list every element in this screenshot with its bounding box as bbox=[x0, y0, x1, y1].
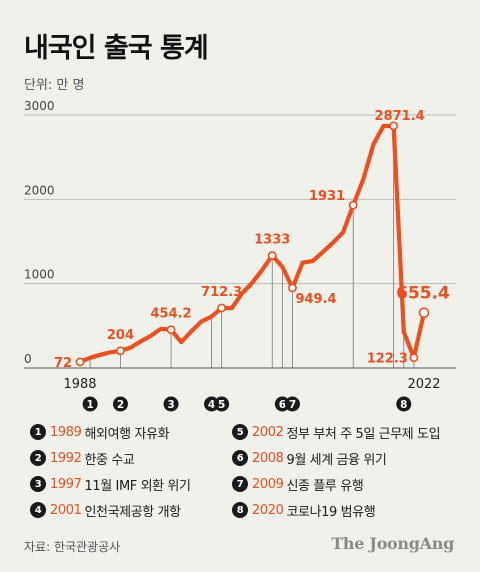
legend-badge: 6 bbox=[232, 450, 248, 466]
data-point-marker bbox=[409, 353, 419, 363]
legend-item-4: 4 2001 인천국제공항 개항 bbox=[30, 500, 181, 520]
x-tick-label: 2022 bbox=[407, 377, 440, 392]
y-tick-label: 0 bbox=[24, 352, 32, 366]
legend-badge: 7 bbox=[232, 476, 248, 492]
legend-text: 코로나19 범유행 bbox=[286, 504, 376, 520]
event-badge-number: 4 bbox=[208, 399, 215, 411]
y-tick-label: 1000 bbox=[24, 268, 55, 282]
legend-year: 1997 bbox=[50, 476, 82, 492]
legend-item-6: 6 2008 9월 세계 금융 위기 bbox=[232, 448, 387, 468]
brand-logo: The JoongAng bbox=[331, 534, 454, 553]
legend-text: 한중 수교 bbox=[84, 452, 135, 468]
data-value-label: 655.4 bbox=[396, 284, 450, 304]
legend-year: 2008 bbox=[252, 450, 284, 466]
y-tick-label: 2000 bbox=[24, 183, 55, 197]
event-badge-number: 1 bbox=[86, 399, 93, 411]
data-point-marker bbox=[288, 283, 297, 293]
legend-text: 해외여행 자유화 bbox=[84, 426, 170, 442]
data-point-marker bbox=[418, 307, 430, 319]
data-value-label: 454.2 bbox=[150, 307, 191, 322]
legend-text: 9월 세계 금융 위기 bbox=[286, 452, 387, 468]
data-value-label: 204 bbox=[107, 328, 134, 343]
legend-item-7: 7 2009 신종 플루 유행 bbox=[232, 474, 364, 494]
event-badge-number: 3 bbox=[167, 399, 174, 411]
event-badge bbox=[284, 396, 300, 412]
event-badge-number: 7 bbox=[289, 399, 296, 411]
event-badge bbox=[396, 396, 412, 412]
data-point-marker bbox=[75, 357, 85, 367]
data-point-marker bbox=[116, 346, 125, 356]
data-value-label: 1333 bbox=[254, 233, 290, 248]
legend-text: 11월 IMF 외환 위기 bbox=[84, 478, 191, 494]
legend-item-3: 3 1997 11월 IMF 외환 위기 bbox=[30, 474, 191, 494]
legend-item-1: 1 1989 해외여행 자유화 bbox=[30, 422, 170, 442]
legend-year: 2009 bbox=[252, 476, 284, 492]
legend-badge: 4 bbox=[30, 502, 46, 518]
legend-badge: 3 bbox=[30, 476, 46, 492]
legend-item-5: 5 2002 정부 부처 주 5일 근무제 도입 bbox=[232, 422, 441, 442]
series-line bbox=[77, 123, 427, 364]
data-point-marker bbox=[389, 121, 399, 131]
legend-text: 정부 부처 주 5일 근무제 도입 bbox=[286, 426, 441, 442]
legend-year: 2002 bbox=[252, 424, 284, 440]
event-badge bbox=[163, 396, 179, 412]
event-legend: 1 1989 해외여행 자유화 2 1992 한중 수교 3 1997 11월 … bbox=[0, 422, 480, 532]
event-badge bbox=[112, 396, 128, 412]
legend-year: 1989 bbox=[50, 424, 82, 440]
legend-badge: 5 bbox=[232, 424, 248, 440]
legend-item-8: 8 2020 코로나19 범유행 bbox=[232, 500, 376, 520]
event-badge-number: 2 bbox=[117, 399, 124, 411]
data-value-label: 949.4 bbox=[295, 292, 336, 307]
source-note: 자료: 한국관광공사 bbox=[24, 540, 121, 554]
event-badge-number: 5 bbox=[218, 399, 225, 411]
data-value-label: 122.3 bbox=[367, 352, 408, 367]
data-point-marker bbox=[348, 200, 358, 210]
data-value-label: 72 bbox=[54, 356, 72, 371]
legend-badge: 1 bbox=[30, 424, 46, 440]
event-badge bbox=[82, 396, 98, 412]
data-value-label: 712.3 bbox=[201, 285, 242, 300]
x-tick-label: 1988 bbox=[63, 377, 96, 392]
event-badge-number: 6 bbox=[279, 399, 286, 411]
chart-title: 내국인 출국 통계 bbox=[24, 33, 209, 64]
data-point-marker bbox=[267, 251, 277, 260]
unit-label: 단위: 만 명 bbox=[24, 78, 85, 93]
event-badge bbox=[214, 396, 230, 412]
data-point-marker bbox=[217, 303, 227, 313]
event-badge-number: 8 bbox=[400, 399, 407, 411]
legend-year: 2001 bbox=[50, 502, 82, 518]
legend-year: 2020 bbox=[252, 502, 284, 518]
legend-item-2: 2 1992 한중 수교 bbox=[30, 448, 135, 468]
data-point-marker bbox=[166, 325, 176, 335]
legend-text: 신종 플루 유행 bbox=[286, 478, 364, 494]
data-value-label: 1931 bbox=[309, 189, 345, 204]
legend-badge: 8 bbox=[232, 502, 248, 518]
legend-year: 1992 bbox=[50, 450, 82, 466]
y-tick-label: 3000 bbox=[24, 99, 55, 113]
legend-text: 인천국제공항 개항 bbox=[84, 504, 181, 520]
data-value-label: 2871.4 bbox=[375, 109, 425, 124]
legend-badge: 2 bbox=[30, 450, 46, 466]
